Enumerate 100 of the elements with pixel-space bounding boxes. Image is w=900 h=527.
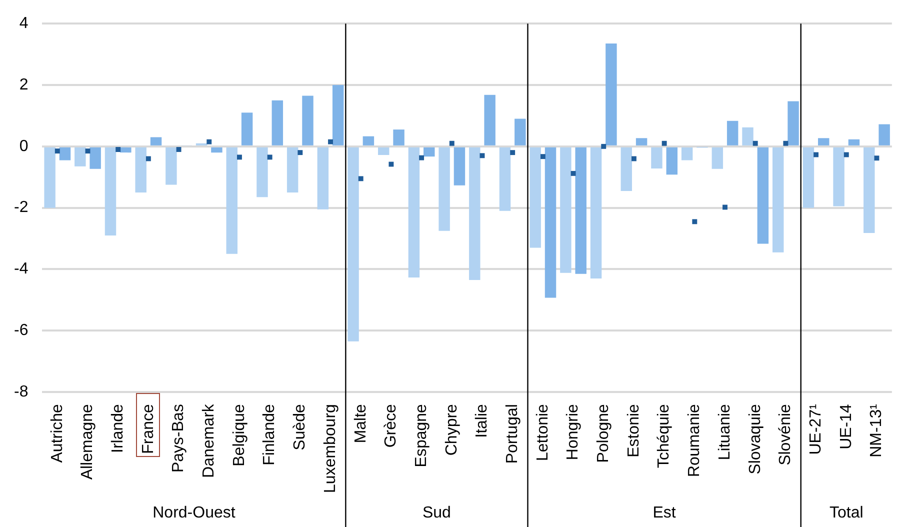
point	[601, 144, 606, 149]
bar	[332, 85, 344, 146]
bar	[499, 147, 511, 211]
bar	[211, 147, 222, 153]
bar	[757, 147, 769, 244]
bar	[484, 94, 496, 146]
x-tick-label: Danemark	[200, 403, 218, 478]
x-tick-label: Slovaquie	[746, 404, 764, 474]
bar	[302, 96, 314, 146]
x-tick-label: Luxembourg	[322, 404, 339, 494]
x-tick-label: Belgique	[230, 404, 248, 466]
bar	[530, 147, 541, 248]
bar	[772, 147, 784, 252]
point	[844, 152, 849, 158]
point	[480, 153, 485, 158]
point	[116, 147, 121, 152]
bar	[606, 44, 617, 146]
y-tick-label: -8	[14, 383, 28, 400]
bar	[348, 147, 359, 342]
point	[662, 140, 667, 146]
x-tick-label: Espagne	[412, 404, 430, 468]
x-tick-label: Suède	[292, 404, 309, 450]
x-tick-label: UE-27¹	[807, 404, 824, 455]
bar	[317, 147, 329, 210]
bar	[135, 147, 146, 192]
y-tick-label: -4	[14, 260, 28, 278]
bar	[408, 147, 420, 278]
bar	[712, 147, 724, 169]
point	[449, 140, 454, 146]
point	[85, 148, 90, 154]
bar	[833, 147, 844, 206]
x-tick-label: Slovénie	[777, 404, 794, 466]
bar	[620, 147, 632, 191]
x-tick-label: Italie	[474, 404, 491, 438]
x-tick-label: Estonie	[625, 404, 642, 458]
bar	[666, 147, 678, 175]
point	[54, 148, 60, 154]
x-tick-label: Lettonie	[534, 404, 552, 461]
text: Total	[829, 504, 864, 522]
x-tick-label: Lituanie	[716, 404, 734, 460]
bar	[575, 147, 586, 274]
bar	[788, 101, 799, 146]
point	[298, 150, 303, 156]
x-tick-label: Finlande	[261, 404, 278, 466]
bar	[424, 147, 435, 157]
point	[540, 154, 546, 160]
point	[631, 156, 636, 162]
y-tick-label: 4	[19, 15, 28, 32]
bar	[818, 138, 830, 146]
bar	[150, 137, 162, 146]
bar	[362, 136, 374, 146]
x-tick-label: Pays-Bas	[170, 404, 188, 473]
point	[146, 156, 151, 162]
y-tick-label: -2	[14, 199, 28, 216]
bar	[848, 139, 860, 146]
x-tick-label: Autriche	[48, 404, 66, 463]
text: Est	[652, 504, 676, 522]
x-tick-label: Allemagne	[79, 404, 96, 480]
point	[814, 152, 819, 158]
bar	[256, 147, 268, 198]
x-tick-label: NM-13¹	[868, 404, 886, 458]
bar	[544, 147, 556, 298]
bar	[590, 147, 602, 278]
bar	[651, 147, 662, 169]
bar	[120, 147, 132, 153]
point	[510, 150, 516, 156]
x-tick-label: Irlande	[109, 404, 126, 453]
point	[419, 155, 424, 160]
point	[752, 140, 758, 146]
point	[237, 154, 242, 160]
y-tick-label: -6	[14, 322, 28, 340]
x-tick-label: Portugal	[504, 404, 521, 464]
bar	[272, 100, 284, 146]
bar	[286, 147, 298, 192]
bar	[802, 147, 814, 208]
y-tick-label: 0	[19, 138, 28, 155]
point	[358, 176, 364, 182]
bar	[469, 147, 480, 280]
x-tick-label: Chypre	[443, 404, 460, 456]
x-tick-label: France	[140, 404, 157, 454]
x-tick-label: Malte	[352, 404, 370, 444]
bar	[74, 147, 86, 166]
bar	[864, 147, 875, 234]
bar	[59, 147, 71, 160]
y-tick-label: 2	[19, 76, 28, 94]
x-tick-label: Grèce	[382, 404, 400, 448]
point	[388, 162, 394, 167]
x-tick-label: Pologne	[595, 404, 612, 463]
point	[783, 140, 788, 146]
point	[176, 147, 182, 152]
point	[692, 219, 698, 224]
bar	[514, 118, 526, 146]
text: Nord-Ouest	[152, 504, 236, 522]
bar	[636, 138, 648, 146]
bar	[438, 147, 450, 231]
bar	[44, 147, 56, 208]
point	[874, 156, 880, 161]
x-tick-label: Roumanie	[686, 404, 704, 477]
point	[206, 139, 212, 144]
bar	[90, 147, 101, 169]
